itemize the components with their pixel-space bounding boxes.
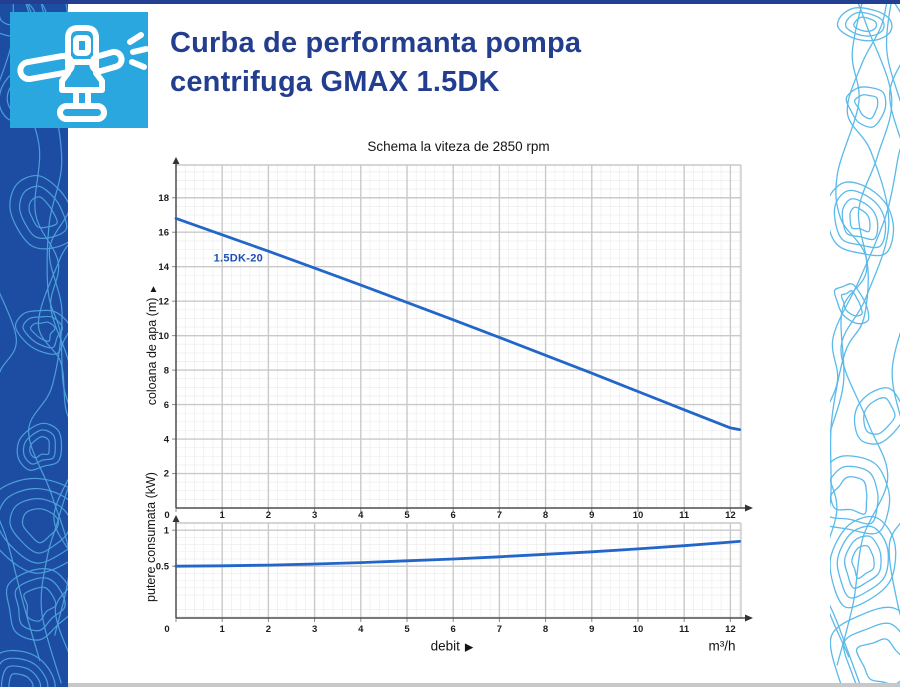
svg-text:1: 1 (220, 624, 226, 635)
topo-pattern-right-icon (830, 0, 900, 687)
svg-text:6: 6 (451, 624, 456, 635)
svg-text:12: 12 (158, 296, 169, 307)
page-title: Curba de performanta pompa centrifuga GMA… (170, 24, 810, 102)
page-title-line2: centrifuga GMAX 1.5DK (170, 66, 500, 98)
svg-text:4: 4 (358, 510, 364, 521)
svg-text:2: 2 (266, 624, 271, 635)
up-arrow-icon: ▲ (148, 284, 159, 296)
y-axis-label-head: coloana de apa (m)▲ (145, 284, 159, 406)
svg-text:9: 9 (589, 624, 594, 635)
y-axis-label-head-text: coloana de apa (m) (145, 297, 159, 406)
svg-text:10: 10 (633, 624, 644, 635)
svg-text:2: 2 (164, 469, 169, 480)
svg-text:4: 4 (358, 624, 364, 635)
svg-text:4: 4 (164, 434, 170, 445)
x-axis-label-text: debit (430, 638, 460, 654)
svg-text:5: 5 (404, 624, 410, 635)
page-title-line1: Curba de performanta pompa (170, 27, 582, 59)
svg-text:2: 2 (266, 510, 271, 521)
right-arrow-icon: ▶ (464, 641, 474, 654)
svg-text:3: 3 (312, 510, 317, 521)
svg-text:5: 5 (404, 510, 410, 521)
svg-text:3: 3 (312, 624, 317, 635)
svg-text:18: 18 (158, 193, 169, 204)
top-border (0, 0, 900, 4)
svg-text:1: 1 (220, 510, 226, 521)
svg-text:11: 11 (679, 510, 690, 521)
svg-text:7: 7 (497, 510, 502, 521)
svg-text:1.5DK-20: 1.5DK-20 (214, 253, 263, 265)
svg-text:14: 14 (158, 262, 169, 273)
svg-text:0.5: 0.5 (156, 561, 170, 572)
chart-subtitle: Schema la viteza de 2850 rpm (367, 139, 550, 154)
svg-text:7: 7 (497, 624, 502, 635)
svg-text:0: 0 (164, 510, 169, 521)
svg-text:0: 0 (164, 624, 169, 635)
svg-text:1: 1 (164, 525, 170, 536)
x-axis-label: debit ▶ (431, 639, 474, 654)
svg-text:10: 10 (633, 510, 644, 521)
power-curve-chart: 0 1 2 3 4 5 6 7 8 9 10 11 120.51 (156, 515, 753, 635)
svg-text:16: 16 (158, 227, 169, 238)
sprinkler-glyph-icon (17, 25, 148, 122)
svg-text:8: 8 (543, 624, 548, 635)
svg-text:9: 9 (589, 510, 594, 521)
svg-text:6: 6 (451, 510, 456, 521)
right-topo-bar (830, 0, 900, 687)
svg-text:12: 12 (725, 624, 736, 635)
sprinkler-icon (10, 12, 148, 128)
svg-text:10: 10 (158, 331, 169, 342)
svg-text:8: 8 (164, 365, 169, 376)
svg-text:12: 12 (725, 510, 736, 521)
svg-text:6: 6 (164, 400, 169, 411)
svg-text:8: 8 (543, 510, 548, 521)
svg-text:11: 11 (679, 624, 690, 635)
bottom-border (68, 683, 900, 687)
y-axis-label-power: putere consumata (kW) (144, 472, 158, 602)
x-axis-unit: m³/h (708, 638, 736, 654)
